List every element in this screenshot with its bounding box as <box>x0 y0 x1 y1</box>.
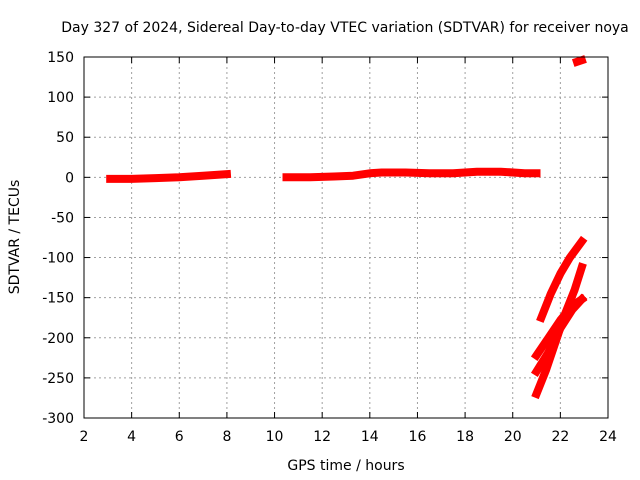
series-6 <box>530 293 588 361</box>
y-tick-label: 100 <box>47 90 74 106</box>
x-tick-label: 2 <box>80 429 89 445</box>
y-tick-label: -300 <box>42 411 74 427</box>
x-tick-label: 20 <box>504 429 522 445</box>
y-tick-label: -50 <box>51 210 74 226</box>
y-tick-label: -150 <box>42 291 74 307</box>
y-tick-label: -200 <box>42 331 74 347</box>
y-tick-label: 150 <box>47 50 74 66</box>
x-tick-label: 14 <box>361 429 379 445</box>
series-3 <box>536 235 588 323</box>
y-axis-ticks: -300 -250 -200 -150 -100 -50 0 50 100 150 <box>42 50 608 427</box>
series-7 <box>571 55 587 67</box>
x-tick-label: 22 <box>551 429 569 445</box>
x-tick-label: 16 <box>409 429 427 445</box>
chart-title: Day 327 of 2024, Sidereal Day-to-day VTE… <box>61 20 629 36</box>
series-1 <box>106 169 232 183</box>
plot-frame <box>83 56 609 419</box>
data-series <box>106 55 588 400</box>
x-tick-label: 10 <box>266 429 284 445</box>
y-tick-label: 50 <box>56 130 74 146</box>
y-tick-label: 0 <box>65 170 74 186</box>
series-2 <box>282 167 541 182</box>
y-axis-label: SDTVAR / TECUs <box>7 180 23 295</box>
x-tick-label: 12 <box>313 429 331 445</box>
x-tick-label: 18 <box>456 429 474 445</box>
x-axis-ticks: 2 4 6 8 10 12 14 16 18 20 22 24 <box>80 57 617 445</box>
grid-lines <box>84 57 608 418</box>
x-tick-label: 8 <box>222 429 231 445</box>
y-tick-label: -250 <box>42 371 74 387</box>
x-tick-label: 24 <box>599 429 617 445</box>
y-tick-label: -100 <box>42 251 74 267</box>
x-tick-label: 6 <box>175 429 184 445</box>
x-axis-label: GPS time / hours <box>287 458 404 474</box>
x-tick-label: 4 <box>127 429 136 445</box>
